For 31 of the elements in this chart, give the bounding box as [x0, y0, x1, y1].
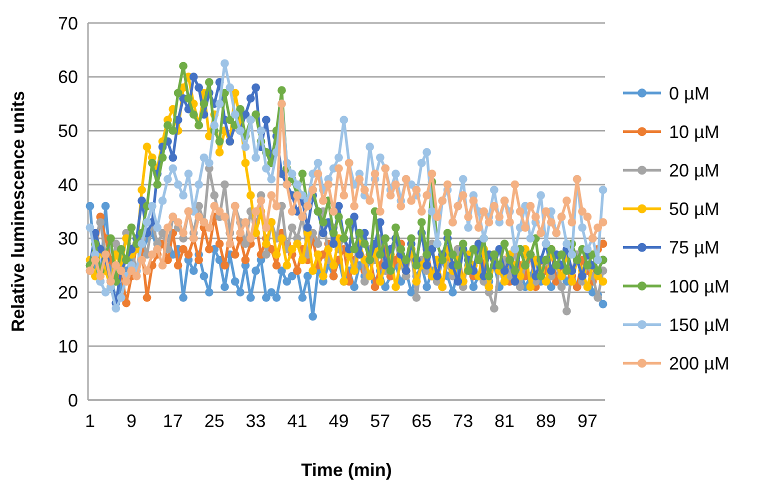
y-axis-title: Relative luminescence units: [8, 90, 28, 332]
x-tick-label: 17: [162, 411, 183, 431]
legend-label: 150 µM: [669, 314, 730, 335]
x-tick-label: 97: [577, 411, 598, 431]
x-tick-label: 57: [370, 411, 390, 431]
x-axis-title: Time (min): [301, 460, 392, 480]
y-tick-label: 70: [58, 13, 78, 34]
x-tick-label: 1: [84, 411, 96, 431]
x-tick-label: 65: [412, 411, 432, 431]
legend-label: 100 µM: [669, 276, 730, 296]
y-tick-label: 10: [58, 336, 78, 356]
legend-label: 75 µM: [669, 238, 720, 258]
y-tick-label: 20: [58, 282, 78, 303]
x-tick-label: 89: [536, 411, 556, 431]
x-tick-label: 73: [453, 411, 474, 431]
x-tick-label: 9: [126, 411, 136, 431]
legend-label: 0 µM: [669, 83, 710, 104]
y-tick-label: 40: [58, 174, 78, 195]
x-tick-label: 25: [204, 411, 224, 431]
x-tick-label: 41: [287, 411, 308, 431]
legend-label: 20 µM: [669, 160, 720, 180]
x-tick-label: 49: [328, 411, 349, 431]
legend-label: 200 µM: [669, 354, 730, 374]
legend-label: 10 µM: [669, 122, 720, 142]
y-tick-label: 60: [58, 67, 78, 88]
y-tick-label: 30: [58, 228, 78, 249]
legend-label: 50 µM: [669, 199, 720, 220]
x-tick-label: 33: [246, 411, 266, 431]
x-tick-label: 81: [494, 411, 515, 431]
y-tick-label: 50: [58, 121, 78, 142]
y-tick-label: 0: [68, 390, 78, 410]
